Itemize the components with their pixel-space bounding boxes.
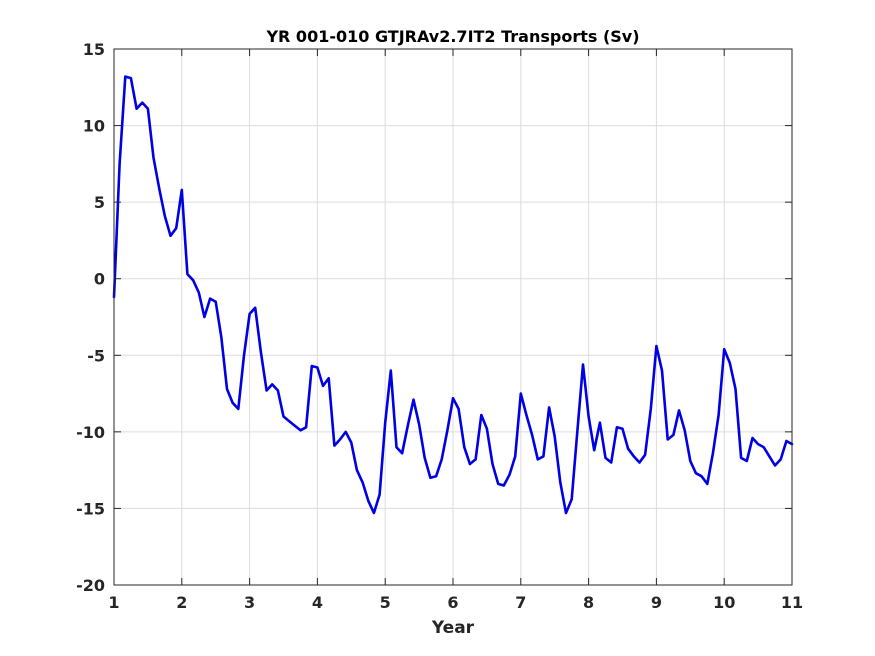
axis-ticks	[113, 48, 793, 586]
x-tick-label: 10	[713, 593, 735, 612]
x-tick-label: 9	[651, 593, 662, 612]
y-tick-label: 5	[94, 193, 105, 212]
x-tick-label: 7	[515, 593, 526, 612]
chart-title: YR 001-010 GTJRAv2.7IT2 Transports (Sv)	[265, 27, 639, 46]
x-tick-label: 2	[176, 593, 187, 612]
x-tick-label: 1	[108, 593, 119, 612]
x-tick-label: 6	[447, 593, 458, 612]
y-tick-label: -5	[87, 346, 105, 365]
transport-series-line	[112, 75, 794, 515]
y-tick-label: -15	[76, 499, 105, 518]
y-tick-label: -20	[76, 576, 105, 595]
x-tick-label: 3	[244, 593, 255, 612]
y-tick-label: -10	[76, 423, 105, 442]
y-tick-label: 0	[94, 270, 105, 289]
y-tick-labels: -20 -15 -10 -5 0 5 10 15	[76, 40, 105, 595]
x-tick-label: 4	[312, 593, 323, 612]
y-tick-label: 15	[83, 40, 105, 59]
x-tick-label: 5	[380, 593, 391, 612]
x-tick-label: 8	[583, 593, 594, 612]
x-tick-label: 11	[781, 593, 803, 612]
x-axis-label: Year	[431, 618, 475, 638]
y-tick-label: 10	[83, 117, 105, 136]
series-layer	[112, 75, 794, 515]
x-tick-labels: 1 2 3 4 5 6 7 8 9 10 11	[108, 593, 803, 612]
